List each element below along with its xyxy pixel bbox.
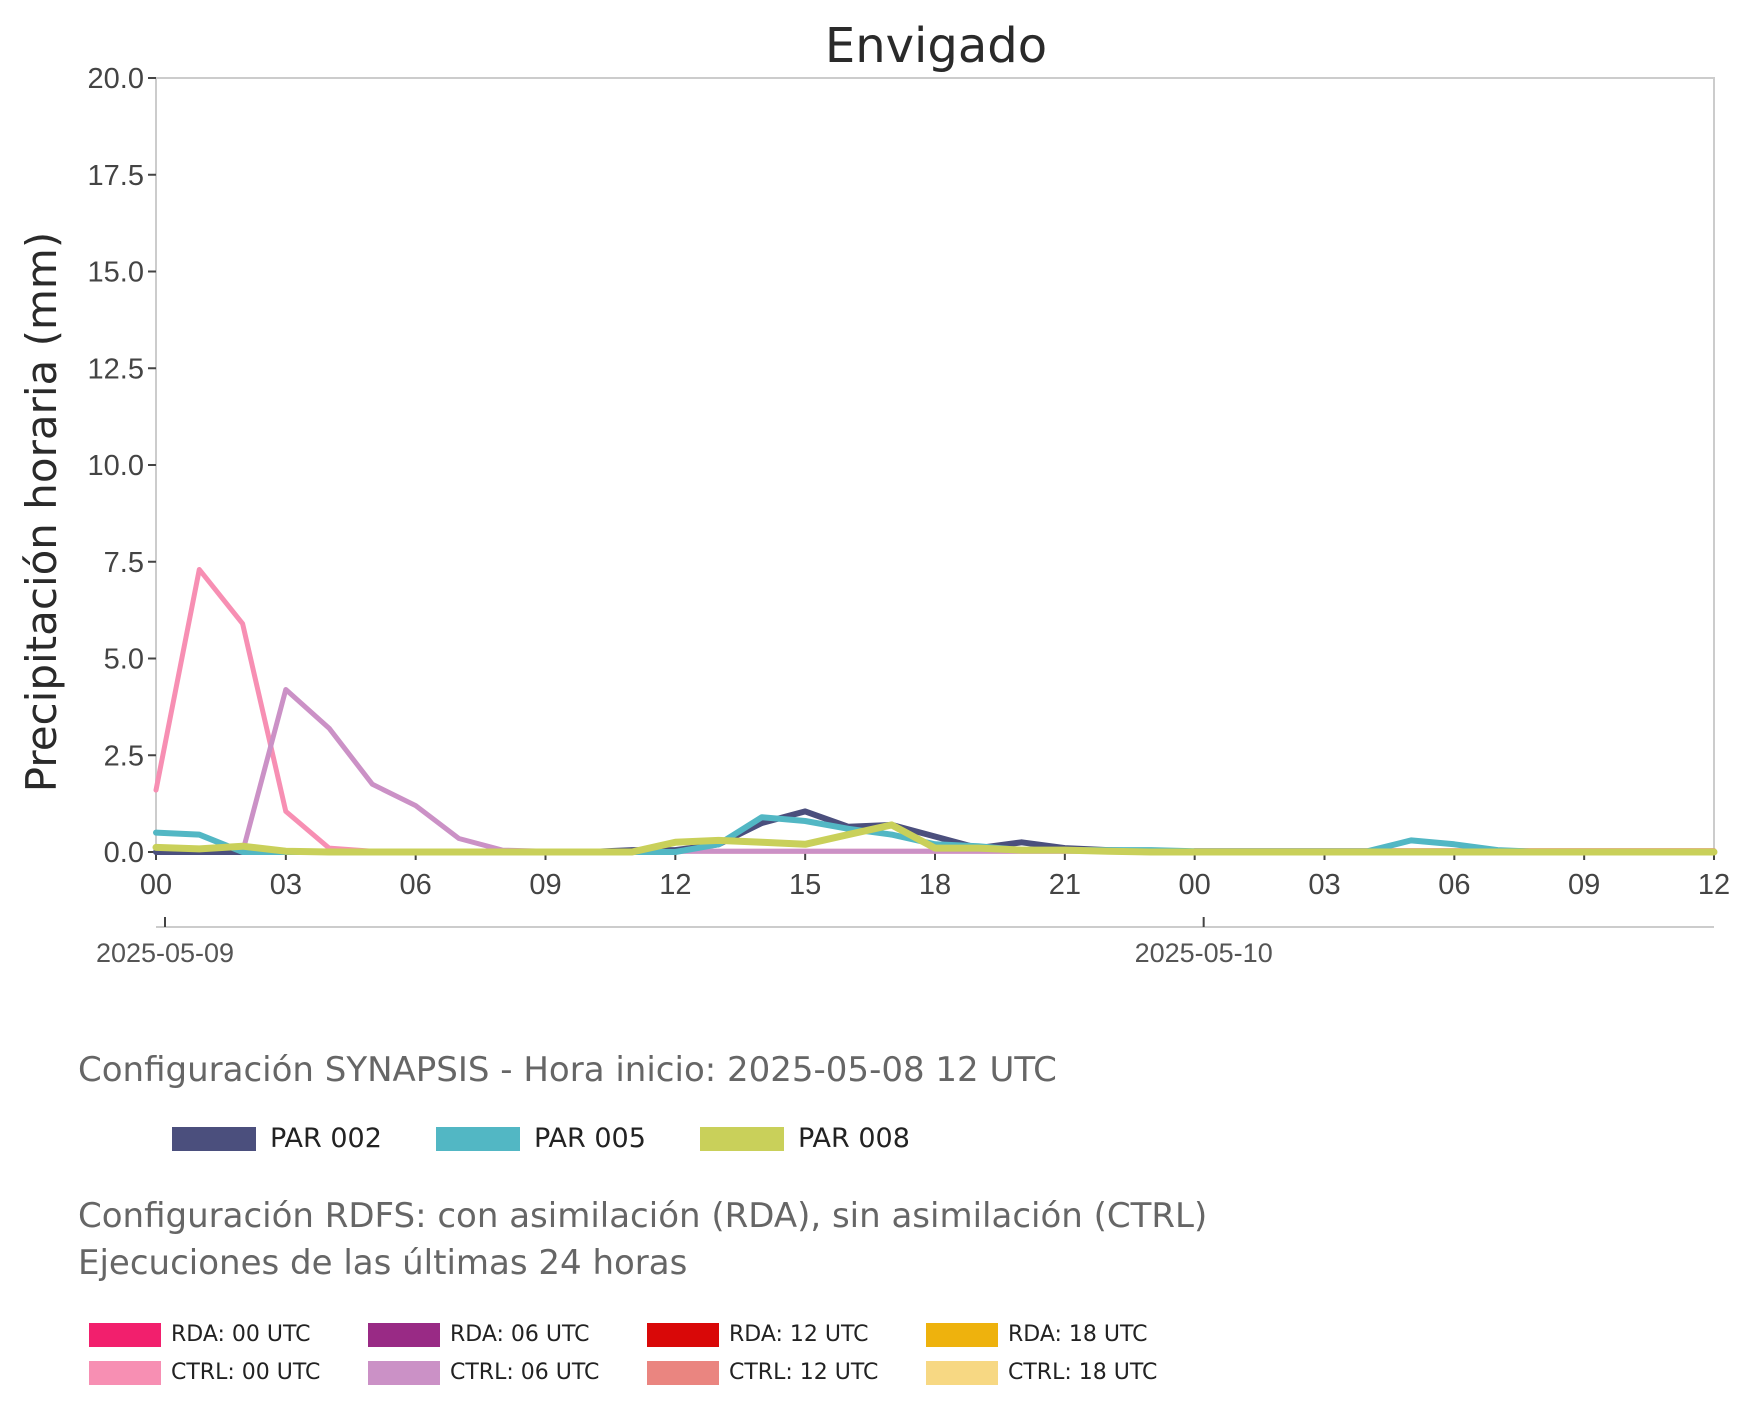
- legend-label: CTRL: 00 UTC: [171, 1360, 321, 1385]
- x-tick-label: 09: [1568, 869, 1600, 901]
- y-tick-label: 20.0: [88, 63, 144, 95]
- y-tick-label: 5.0: [104, 644, 144, 676]
- y-tick-label: 17.5: [88, 160, 144, 192]
- y-tick-label: 12.5: [88, 353, 144, 385]
- x-tick-label: 15: [789, 869, 821, 901]
- x-tick-label: 00: [140, 869, 172, 901]
- legend-label: PAR 005: [534, 1123, 646, 1154]
- legend-label: CTRL: 18 UTC: [1008, 1360, 1158, 1385]
- x-tick-label: 03: [270, 869, 302, 901]
- chart-title: Envigado: [825, 18, 1047, 74]
- legend-item-par-008: PAR 008: [700, 1123, 910, 1154]
- legend-item-ctrl-18: CTRL: 18 UTC: [926, 1360, 1157, 1385]
- y-axis-label: Precipitación horaria (mm): [17, 232, 66, 792]
- date-label: 2025-05-10: [1135, 938, 1273, 968]
- x-tick-label: 12: [659, 869, 691, 901]
- y-ticks: 0.0 2.5 5.0 7.5 10.0 12.5 15.0 17.5 20.0: [88, 63, 156, 869]
- legend-label: RDA: 18 UTC: [1008, 1322, 1148, 1347]
- x-tick-label: 03: [1308, 869, 1340, 901]
- series-line-ctrl-06-utc: [240, 687, 1717, 855]
- legend-label: RDA: 06 UTC: [450, 1322, 590, 1347]
- legend-swatch: [926, 1360, 998, 1385]
- legend-swatch: [926, 1322, 998, 1347]
- series-lines: [152, 567, 1718, 856]
- legend-label: PAR 002: [270, 1123, 382, 1154]
- legend-item-ctrl-06: CTRL: 06 UTC: [368, 1360, 599, 1385]
- legend-item-rda-00: RDA: 00 UTC: [89, 1322, 311, 1347]
- y-tick-label: 15.0: [88, 257, 144, 289]
- legend-swatch: [700, 1126, 784, 1151]
- rdfs-caption-line1: Configuración RDFS: con asimilación (RDA…: [78, 1196, 1208, 1236]
- x-tick-label: 18: [919, 869, 951, 901]
- legend-label: CTRL: 06 UTC: [450, 1360, 600, 1385]
- x-tick-label: 21: [1049, 869, 1081, 901]
- legend-item-rda-18: RDA: 18 UTC: [926, 1322, 1148, 1347]
- legend-label: PAR 008: [798, 1123, 910, 1154]
- legend-swatch: [368, 1360, 440, 1385]
- x-tick-label: 06: [400, 869, 432, 901]
- date-label: 2025-05-09: [96, 938, 234, 968]
- legend-item-ctrl-12: CTRL: 12 UTC: [647, 1360, 878, 1385]
- series-line-ctrl-00-utc: [153, 567, 1717, 854]
- legend-item-ctrl-00: CTRL: 00 UTC: [89, 1360, 320, 1385]
- legend-item-par-002: PAR 002: [172, 1123, 382, 1154]
- x-ticks: 00 03 06 09 12 15 18 21 00 03 06 09 12: [140, 852, 1730, 901]
- precipitation-chart: Envigado Precipitación horaria (mm) 0.0 2…: [17, 18, 1730, 968]
- legend-swatch: [89, 1360, 161, 1385]
- synapsis-caption: Configuración SYNAPSIS - Hora inicio: 20…: [78, 1050, 1057, 1090]
- legend-swatch: [436, 1126, 520, 1151]
- y-tick-label: 2.5: [104, 740, 144, 772]
- legend-swatch: [647, 1360, 719, 1385]
- legend-swatch: [172, 1126, 256, 1151]
- y-tick-label: 0.0: [104, 837, 144, 869]
- x-tick-label: 12: [1698, 869, 1730, 901]
- legend-item-rda-06: RDA: 06 UTC: [368, 1322, 590, 1347]
- legend-item-rda-12: RDA: 12 UTC: [647, 1322, 869, 1347]
- y-tick-label: 7.5: [104, 547, 144, 579]
- rdfs-caption-line2: Ejecuciones de las últimas 24 horas: [78, 1243, 688, 1283]
- x-tick-label: 00: [1179, 869, 1211, 901]
- series-line-par-008: [152, 821, 1718, 856]
- legend-item-par-005: PAR 005: [436, 1123, 646, 1154]
- legend-swatch: [647, 1322, 719, 1347]
- legend-label: RDA: 12 UTC: [729, 1322, 869, 1347]
- date-axis: 2025-05-09 2025-05-10: [96, 917, 1273, 968]
- x-tick-label: 09: [529, 869, 561, 901]
- legend-swatch: [368, 1322, 440, 1347]
- y-tick-label: 10.0: [88, 450, 144, 482]
- legend-swatch: [89, 1322, 161, 1347]
- legend-label: RDA: 00 UTC: [171, 1322, 311, 1347]
- x-tick-label: 06: [1438, 869, 1470, 901]
- plot-frame: [155, 77, 1715, 853]
- legend-label: CTRL: 12 UTC: [729, 1360, 879, 1385]
